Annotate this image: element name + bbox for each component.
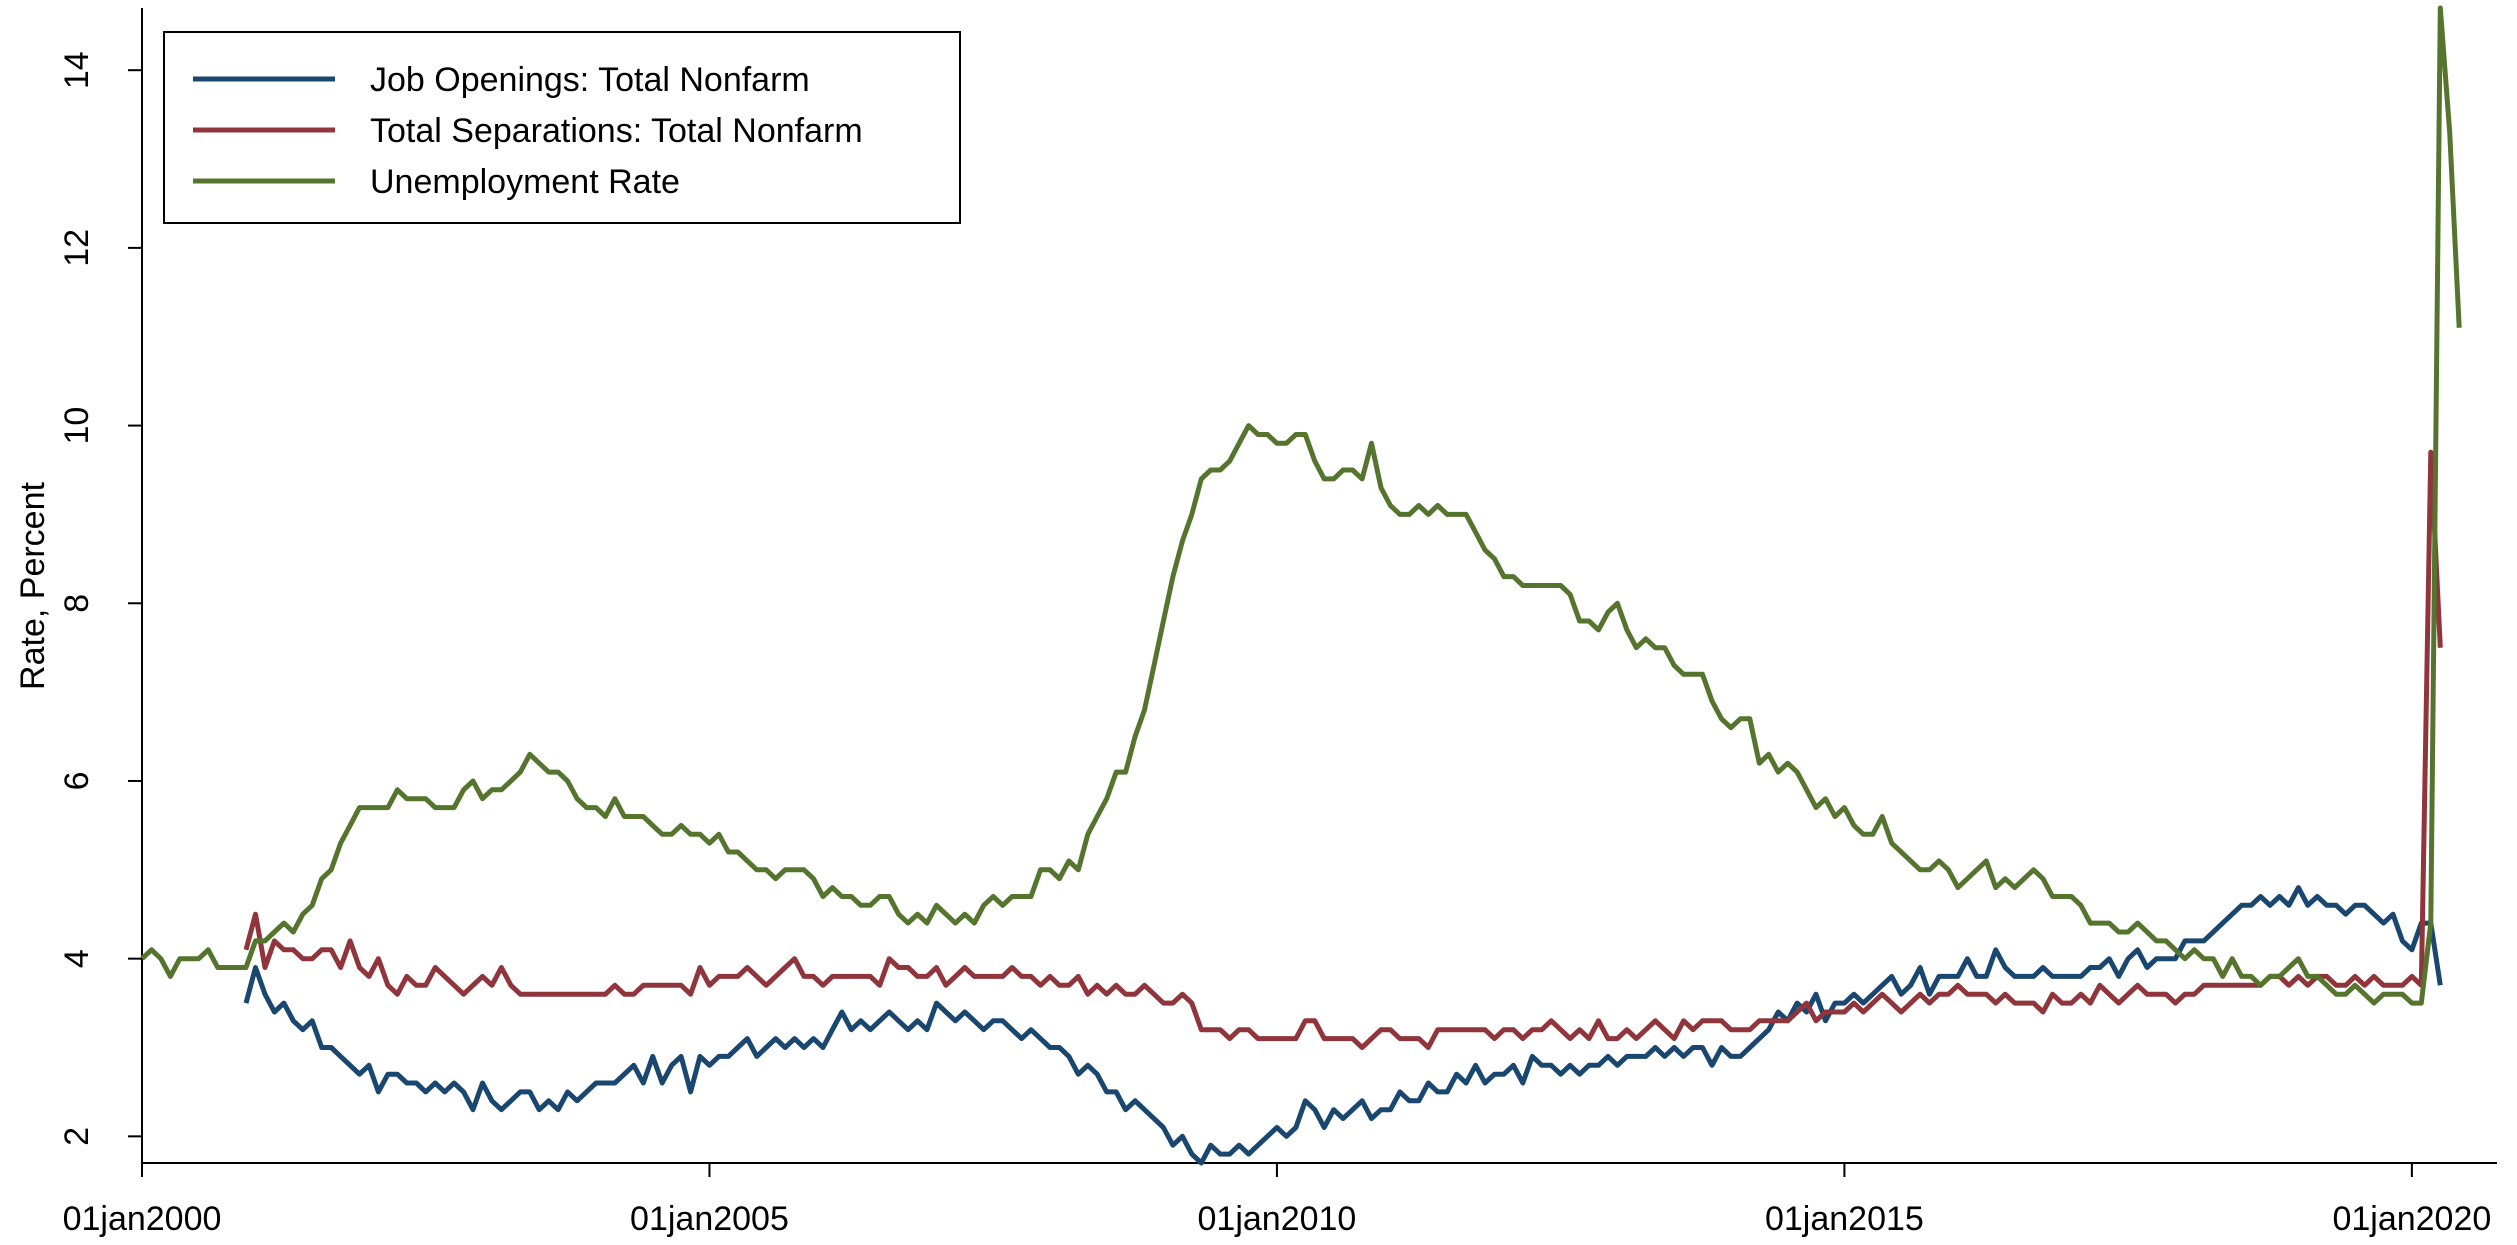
y-tick-label: 10 [58, 407, 96, 445]
legend: Job Openings: Total Nonfarm Total Separat… [163, 31, 961, 224]
x-tick-label: 01jan2010 [1198, 1200, 1357, 1238]
x-tick-label: 01jan2000 [63, 1200, 222, 1238]
series-line [140, 5, 2462, 1006]
x-tick-label: 01jan2005 [630, 1200, 789, 1238]
y-tick-label: 14 [58, 51, 96, 89]
x-tick-label: 01jan2020 [2332, 1200, 2491, 1238]
legend-label: Total Separations: Total Nonfarm [370, 112, 863, 150]
legend-label: Job Openings: Total Nonfarm [370, 61, 810, 99]
y-axis-title: Rate, Percent [14, 482, 52, 690]
legend-label: Unemployment Rate [370, 163, 680, 201]
x-tick-label: 01jan2015 [1765, 1200, 1924, 1238]
series-line [243, 885, 2443, 1166]
y-tick-label: 4 [58, 949, 96, 968]
y-tick-label: 12 [58, 229, 96, 267]
y-tick-label: 8 [58, 594, 96, 613]
series-line [243, 449, 2443, 1050]
y-tick-label: 2 [58, 1127, 96, 1146]
y-tick-label: 6 [58, 772, 96, 791]
